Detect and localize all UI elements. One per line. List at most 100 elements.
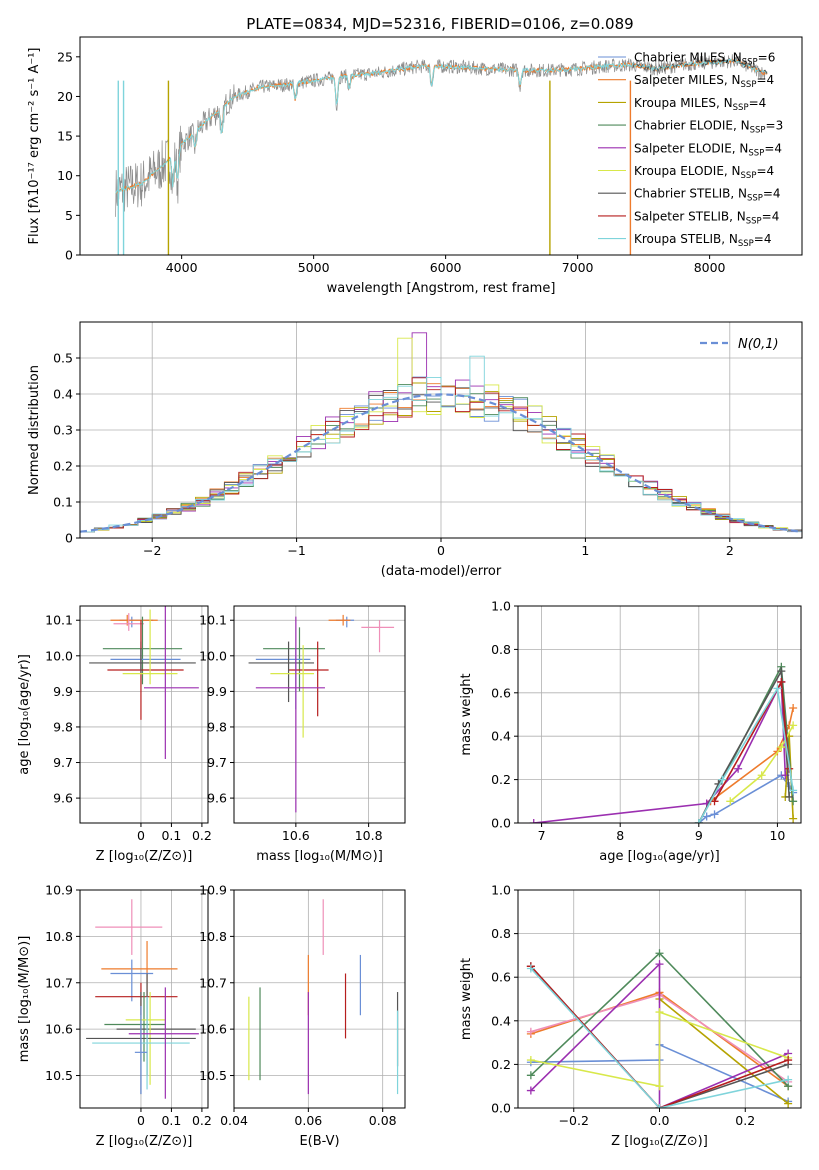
x-tick-label: 0.04 — [220, 1113, 248, 1128]
massweight_vs_Z-frame: −0.2 0.0 0.2 0.0 0.2 0.4 0.6 0.8 1.0 Z [log₁₀(Z/Z… — [459, 883, 802, 1149]
figure-title: PLATE=0834, MJD=52316, FIBERID=0106, z=0… — [246, 15, 633, 33]
y-tick-label: 0.8 — [491, 642, 511, 657]
mass_vs_ebv-xlabel: E(B-V) — [299, 1134, 339, 1149]
y-tick-label: 9.7 — [53, 755, 73, 770]
legend-subscript: SSP — [747, 194, 763, 204]
x-tick-label: 0.1 — [161, 828, 181, 843]
age_vs_Z-frame: 0 0.1 0.2 9.6 9.7 9.8 9.9 10.0 10.1 Z [log₁₀(Z/Z⊙… — [17, 605, 212, 864]
y-tick-label: 0.1 — [53, 495, 73, 510]
mass-weight-marker — [529, 819, 538, 823]
mass-weight-marker — [655, 1008, 664, 1017]
x-tick-label: 2 — [726, 543, 734, 558]
x-tick-label: 0.2 — [735, 1113, 755, 1128]
y-tick-label: 0.3 — [53, 423, 73, 438]
y-tick-label: 9.7 — [207, 755, 227, 770]
mass-weight-marker — [757, 771, 766, 780]
mass-weight-line — [530, 965, 789, 1108]
mass_vs_Z-marks — [86, 899, 199, 1099]
y-tick-label: 10.6 — [45, 1022, 73, 1037]
mass_vs_Z-xlabel: Z [log₁₀(Z/Z⊙)] — [96, 1134, 193, 1149]
mass-weight-marker — [655, 1082, 664, 1091]
legend-count: =3 — [766, 119, 784, 133]
y-tick-label: 0.0 — [491, 1101, 511, 1116]
mass-weight-marker — [789, 786, 798, 795]
mass-weight-line — [698, 686, 794, 823]
legend-count: =4 — [754, 232, 772, 246]
age_vs_Z-marks — [89, 606, 199, 759]
x-tick-label: 0 — [437, 543, 445, 558]
legend-subscript: SSP — [742, 58, 758, 68]
mass-weight-marker — [526, 1086, 535, 1095]
legend-count: =4 — [763, 187, 781, 201]
mass-weight-marker — [789, 797, 798, 806]
x-tick-label: 4000 — [166, 260, 198, 275]
mass-weight-marker — [789, 721, 798, 730]
legend-label: Chabrier MILES, NSSP=6 — [634, 51, 775, 68]
mass_vs_Z-frame: 0 0.1 0.2 10.5 10.6 10.7 10.8 10.9 Z [log₁₀(Z/Z⊙… — [17, 883, 212, 1150]
x-tick-label: 0.0 — [650, 1113, 670, 1128]
mass-weight-marker — [526, 964, 535, 973]
y-tick-label: 0.5 — [53, 351, 73, 366]
y-tick-label: 0.2 — [491, 1057, 511, 1072]
histogram-legend: N(0,1) — [700, 337, 779, 352]
residuals-ylabel: Normed distribution — [27, 365, 42, 495]
x-tick-label: −2 — [143, 543, 161, 558]
y-tick-label: 10.0 — [199, 648, 227, 663]
mass-weight-marker — [694, 819, 703, 823]
y-tick-label: 0.4 — [491, 1013, 511, 1028]
mass-weight-marker — [784, 1099, 793, 1108]
mass-weight-marker — [526, 1056, 535, 1065]
y-tick-label: 10.8 — [45, 929, 73, 944]
residuals-marks — [80, 332, 802, 533]
x-tick-label: 0.2 — [192, 1113, 212, 1128]
residuals-frame: −2 −1 0 1 2 0 0.1 0.2 0.3 0.4 0.5 (data-model)/erro… — [27, 321, 803, 579]
mass-weight-marker — [777, 667, 786, 676]
x-tick-label: 10 — [769, 828, 785, 843]
age_vs_mass-xlabel: mass [log₁₀(M/M⊙)] — [256, 849, 383, 864]
mass_vs_ebv-frame: 0.04 0.06 0.08 10.5 10.6 10.7 10.8 10.9 E(B-V) — [199, 883, 406, 1149]
massweight_vs_age-frame: 7 8 9 10 0.0 0.2 0.4 0.6 0.8 1.0 age [log₁₀(age/yr… — [459, 599, 802, 864]
massweight_vs_age-ylabel: mass weight — [459, 673, 474, 755]
x-tick-label: 6000 — [430, 260, 462, 275]
y-tick-label: 0.4 — [491, 729, 511, 744]
axes-frame — [517, 605, 802, 824]
x-tick-label: 0.1 — [161, 1113, 181, 1128]
legend-label: Salpeter MILES, NSSP=4 — [634, 73, 774, 90]
y-tick-label: 0.6 — [491, 685, 511, 700]
y-tick-label: 10.1 — [45, 613, 73, 628]
legend-subscript: SSP — [741, 80, 757, 90]
mass_vs_Z-ylabel: mass [log₁₀(M/M⊙)] — [17, 936, 32, 1063]
x-tick-label: 0 — [137, 828, 145, 843]
mass-weight-marker — [718, 775, 727, 784]
residuals-xlabel: (data-model)/error — [381, 564, 502, 579]
y-tick-label: 25 — [57, 49, 73, 64]
x-tick-label: 8000 — [694, 260, 726, 275]
x-tick-label: 10.6 — [282, 828, 310, 843]
legend-label: Salpeter STELIB, NSSP=4 — [634, 209, 779, 226]
massweight_vs_Z-xlabel: Z [log₁₀(Z/Z⊙)] — [611, 1134, 708, 1149]
histogram-step — [80, 355, 802, 533]
x-tick-label: 1 — [581, 543, 589, 558]
legend-count: =6 — [758, 51, 776, 65]
y-tick-label: 10 — [57, 168, 73, 183]
axes-frame — [233, 889, 406, 1109]
y-tick-label: 1.0 — [491, 883, 511, 898]
x-tick-label: 7 — [538, 828, 546, 843]
x-tick-label: 0 — [137, 1113, 145, 1128]
legend-count: =4 — [762, 209, 780, 223]
legend-label: Kroupa STELIB, NSSP=4 — [634, 232, 772, 249]
legend-subscript: SSP — [746, 216, 762, 226]
y-tick-label: 10.0 — [45, 648, 73, 663]
x-tick-label: −1 — [287, 543, 305, 558]
axes-frame — [79, 605, 209, 824]
mass-weight-marker — [773, 684, 782, 693]
mass-weight-marker — [785, 792, 794, 801]
y-tick-label: 9.8 — [207, 719, 227, 734]
massweight_vs_age-marks — [529, 662, 798, 823]
x-tick-label: 8 — [616, 828, 624, 843]
y-tick-label: 10.5 — [199, 1068, 227, 1083]
y-tick-label: 9.6 — [207, 791, 227, 806]
y-tick-label: 0.8 — [491, 926, 511, 941]
mass-weight-marker — [789, 814, 798, 823]
